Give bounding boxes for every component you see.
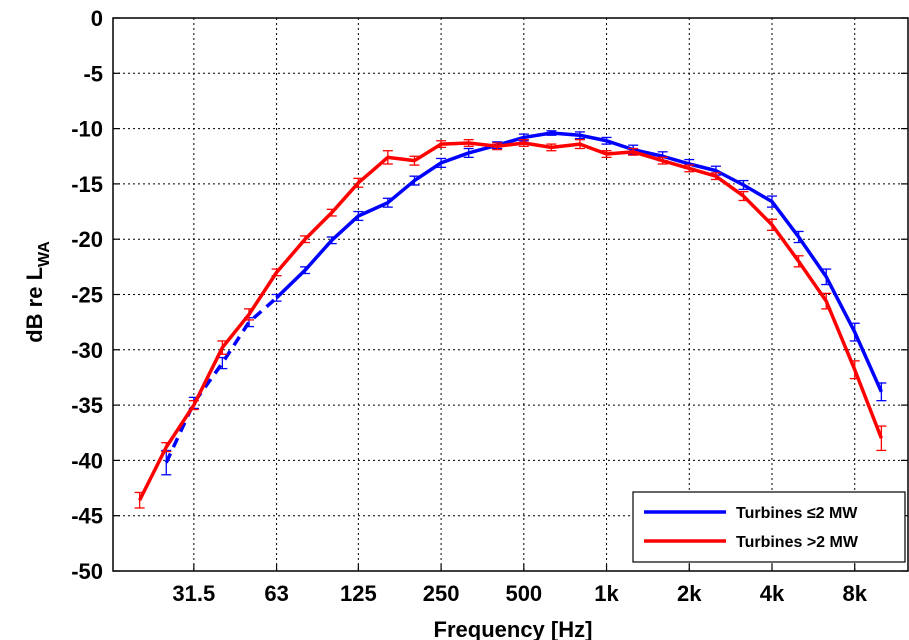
y-tick-label: -30 xyxy=(71,338,103,363)
y-tick-label: -35 xyxy=(71,393,103,418)
x-tick-label: 125 xyxy=(340,581,377,606)
y-tick-label: 0 xyxy=(91,6,103,31)
y-axis-title: dB re LWA xyxy=(22,241,53,343)
y-tick-label: -25 xyxy=(71,283,103,308)
legend-box xyxy=(632,491,906,563)
x-tick-label: 250 xyxy=(423,581,460,606)
x-tick-label: 2k xyxy=(677,581,702,606)
x-axis-title: Frequency [Hz] xyxy=(434,617,593,640)
x-axis-ticks: 31.5 63 125 250 500 1k 2k 4k 8k xyxy=(172,564,868,606)
y-tick-label: -40 xyxy=(71,448,103,473)
series-line-turbines-large xyxy=(138,141,883,502)
y-tick-label: -45 xyxy=(71,504,103,529)
legend-label-turbines-large: Turbines >2 MW xyxy=(736,534,859,551)
x-tick-label: 500 xyxy=(505,581,542,606)
plot-area xyxy=(112,17,909,572)
y-axis-title-main: dB re L xyxy=(22,267,47,343)
y-tick-label: -15 xyxy=(71,172,103,197)
legend-label-turbines-small: Turbines ≤2 MW xyxy=(736,505,858,522)
legend: Turbines ≤2 MW Turbines >2 MW xyxy=(632,491,906,563)
data-series xyxy=(134,130,887,509)
x-tick-label: 1k xyxy=(594,581,619,606)
x-tick-label: 63 xyxy=(264,581,288,606)
y-tick-label: -10 xyxy=(71,117,103,142)
y-axis-ticks: 0 -5 -10 -15 -20 -25 -30 -35 -40 -45 -50 xyxy=(71,6,908,584)
series-turbines-small xyxy=(161,130,887,476)
y-tick-label: -50 xyxy=(71,559,103,584)
x-tick-label: 31.5 xyxy=(172,581,215,606)
x-tick-label: 4k xyxy=(760,581,785,606)
y-tick-label: -20 xyxy=(71,227,103,252)
y-axis-title-subscript: WA xyxy=(36,241,53,267)
y-tick-label: -5 xyxy=(83,61,103,86)
series-turbines-large xyxy=(134,139,887,509)
series-line-dashed-turbines-small xyxy=(164,296,278,464)
x-tick-label: 8k xyxy=(842,581,867,606)
